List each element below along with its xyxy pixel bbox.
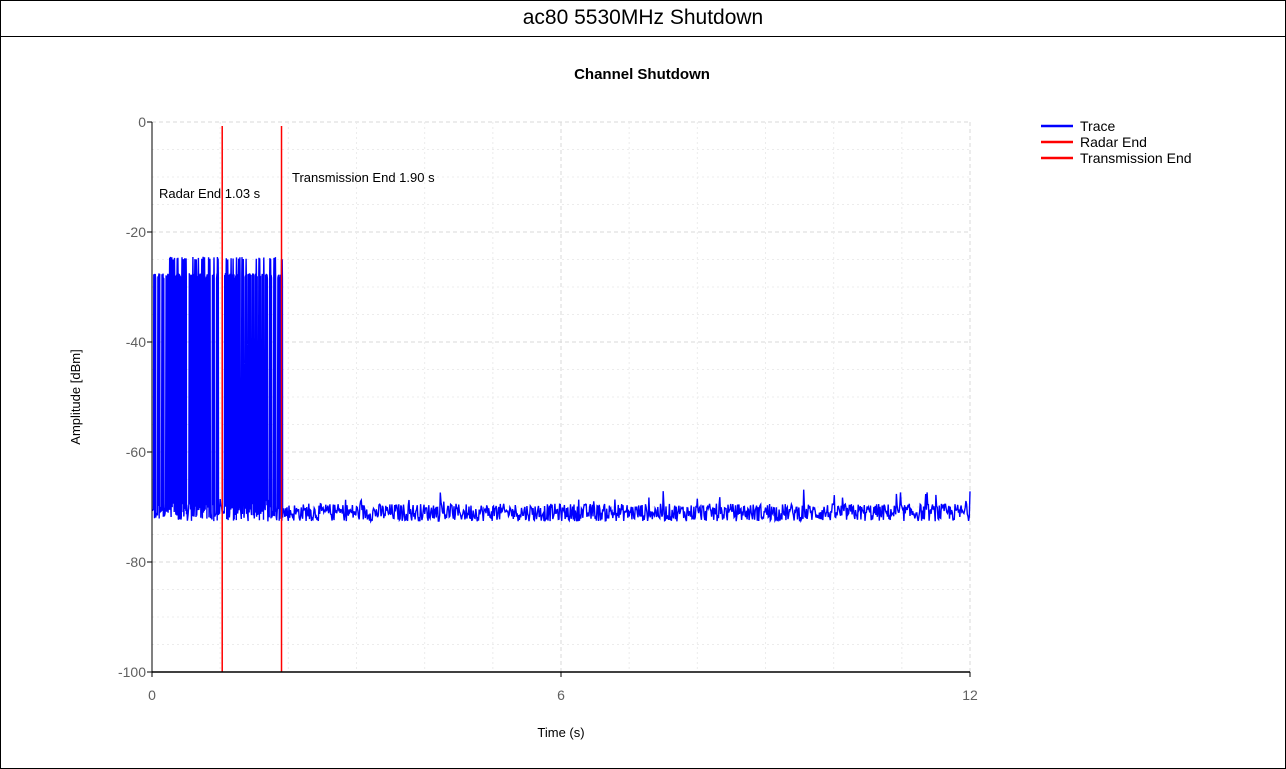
y-tick-label: -60 — [126, 444, 146, 460]
channel-shutdown-chart: Channel Shutdown Radar End 1.03 s Transmi… — [68, 66, 1192, 740]
x-axis-label: Time (s) — [537, 725, 584, 740]
y-tick-label: 0 — [138, 114, 146, 130]
x-tick-label: 12 — [962, 687, 978, 703]
y-tick-label: -40 — [126, 334, 146, 350]
trace-line — [151, 256, 971, 524]
chart-title: Channel Shutdown — [574, 66, 710, 83]
page-title: ac80 5530MHz Shutdown — [1, 1, 1285, 37]
radar-end-label: Radar End 1.03 s — [159, 186, 261, 201]
x-tick-label: 0 — [148, 687, 156, 703]
legend-item: Transmission End — [1080, 150, 1192, 166]
x-tick-label: 6 — [557, 687, 565, 703]
legend-item: Trace — [1080, 118, 1115, 134]
chart-grid — [151, 121, 971, 673]
marker-lines: Radar End 1.03 s Transmission End 1.90 s — [159, 126, 435, 672]
y-axis-label: Amplitude [dBm] — [68, 349, 83, 444]
trace-series — [151, 256, 971, 524]
y-tick-label: -100 — [118, 664, 146, 680]
y-tick-label: -80 — [126, 554, 146, 570]
transmission-end-label: Transmission End 1.90 s — [292, 170, 435, 185]
legend-item: Radar End — [1080, 134, 1147, 150]
y-tick-label: -20 — [126, 224, 146, 240]
